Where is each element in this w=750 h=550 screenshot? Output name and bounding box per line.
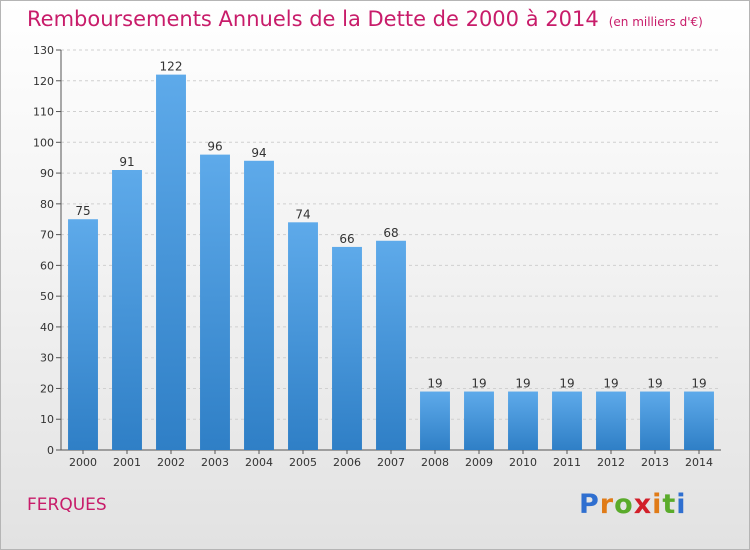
logo-letter: t: [662, 489, 677, 520]
bar-2009: [464, 391, 494, 450]
bar-value-label: 19: [691, 377, 706, 391]
title-unit: (en milliers d'€): [608, 15, 703, 29]
x-tick-label: 2014: [685, 456, 713, 469]
bar-2000: [68, 219, 98, 450]
x-tick-label: 2008: [421, 456, 449, 469]
proxiti-logo: Proxiti: [579, 489, 687, 520]
y-tick-label: 110: [33, 106, 54, 119]
x-tick-label: 2012: [597, 456, 625, 469]
x-tick-label: 2010: [509, 456, 537, 469]
logo-letter: o: [614, 489, 634, 520]
bar-value-label: 75: [75, 204, 90, 218]
logo-letter: P: [579, 489, 600, 520]
bar-value-label: 19: [427, 377, 442, 391]
bar-2003: [200, 154, 230, 450]
bar-2007: [376, 240, 406, 450]
y-tick-label: 30: [40, 352, 54, 365]
bar-2006: [332, 246, 362, 450]
chart-title: Remboursements Annuels de la Dette de 20…: [27, 7, 703, 31]
y-tick-label: 50: [40, 290, 54, 303]
bar-2002: [156, 74, 186, 450]
y-tick-label: 130: [33, 44, 54, 57]
x-tick-label: 2004: [245, 456, 273, 469]
bar-2001: [112, 170, 142, 450]
y-tick-label: 40: [40, 321, 54, 334]
y-tick-label: 10: [40, 413, 54, 426]
bar-value-label: 68: [383, 226, 398, 240]
bar-2004: [244, 160, 274, 450]
x-tick-label: 2007: [377, 456, 405, 469]
y-tick-label: 80: [40, 198, 54, 211]
x-tick-label: 2013: [641, 456, 669, 469]
x-tick-label: 2002: [157, 456, 185, 469]
bar-value-label: 74: [295, 207, 310, 221]
bar-2014: [684, 391, 714, 450]
bar-value-label: 19: [471, 377, 486, 391]
logo-letter: r: [599, 489, 615, 520]
bar-value-label: 122: [160, 60, 183, 74]
bar-value-label: 96: [207, 140, 222, 154]
logo-letter: i: [652, 489, 663, 520]
bar-2013: [640, 391, 670, 450]
bar-2008: [420, 391, 450, 450]
bar-2011: [552, 391, 582, 450]
logo-letter: x: [633, 489, 653, 520]
bar-value-label: 19: [559, 377, 574, 391]
bar-value-label: 94: [251, 146, 266, 160]
logo-letter: i: [676, 489, 687, 520]
y-tick-label: 60: [40, 259, 54, 272]
y-tick-label: 70: [40, 229, 54, 242]
y-tick-label: 90: [40, 167, 54, 180]
title-text: Remboursements Annuels de la Dette de 20…: [27, 7, 599, 31]
y-tick-label: 120: [33, 75, 54, 88]
y-tick-label: 20: [40, 382, 54, 395]
bar-value-label: 91: [119, 155, 134, 169]
bar-value-label: 19: [647, 377, 662, 391]
bar-value-label: 19: [515, 377, 530, 391]
x-tick-label: 2000: [69, 456, 97, 469]
x-tick-label: 2006: [333, 456, 361, 469]
bar-value-label: 19: [603, 377, 618, 391]
y-tick-label: 0: [47, 444, 54, 457]
x-tick-label: 2001: [113, 456, 141, 469]
bar-2005: [288, 222, 318, 450]
bar-2010: [508, 391, 538, 450]
bar-value-label: 66: [339, 232, 354, 246]
x-tick-label: 2003: [201, 456, 229, 469]
x-tick-label: 2011: [553, 456, 581, 469]
y-tick-label: 100: [33, 136, 54, 149]
x-tick-label: 2009: [465, 456, 493, 469]
bar-2012: [596, 391, 626, 450]
commune-name: FERQUES: [27, 495, 107, 515]
x-tick-label: 2005: [289, 456, 317, 469]
